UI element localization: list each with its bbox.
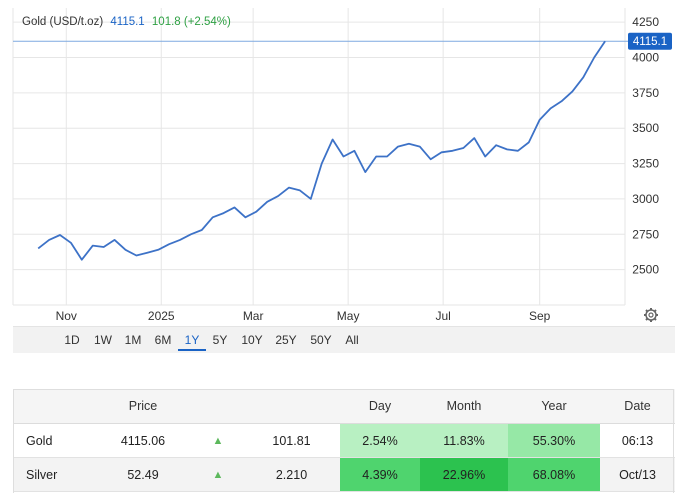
month-change-cell: 11.83% bbox=[420, 423, 508, 458]
header-change bbox=[243, 389, 340, 424]
header-arrow bbox=[193, 389, 243, 424]
range-1m-button[interactable]: 1M bbox=[124, 333, 142, 347]
commodity-name-link[interactable]: Silver bbox=[13, 457, 93, 492]
header-month: Month bbox=[420, 389, 508, 424]
quotes-table: Price Day Month Year Date Gold 4115.06 ▲… bbox=[13, 389, 675, 492]
up-arrow-icon: ▲ bbox=[193, 423, 243, 458]
range-1y-button[interactable]: 1Y bbox=[178, 329, 206, 351]
date-cell: Oct/13 bbox=[600, 457, 675, 492]
x-tick-label: Nov bbox=[56, 309, 77, 323]
y-axis: 2500 2750 3000 3250 3500 3750 4000 4250 bbox=[632, 15, 659, 277]
range-6m-button[interactable]: 6M bbox=[154, 333, 172, 347]
month-change-cell: 22.96% bbox=[420, 457, 508, 492]
range-10y-button[interactable]: 10Y bbox=[241, 333, 263, 347]
y-tick-label: 3750 bbox=[632, 86, 659, 100]
y-tick-label: 3000 bbox=[632, 192, 659, 206]
svg-text:Gold (USD/t.oz) 4115.1: Gold (USD/t.oz) 4115.1 101.8 (+2.54%) bbox=[22, 16, 231, 28]
y-tick-label: 3500 bbox=[632, 121, 659, 135]
range-25y-button[interactable]: 25Y bbox=[275, 333, 297, 347]
y-tick-label: 3250 bbox=[632, 157, 659, 171]
x-tick-label: 2025 bbox=[148, 309, 175, 323]
gold-price-line bbox=[37, 40, 606, 261]
day-change-cell: 4.39% bbox=[340, 457, 420, 492]
price-chart[interactable]: 2500 2750 3000 3250 3500 3750 4000 4250 Nov 2025… bbox=[0, 0, 687, 326]
range-selector: 1D 1W 1M 6M 1Y 5Y 10Y 25Y 50Y All bbox=[13, 326, 675, 353]
price-tag: 4115.1 bbox=[628, 32, 672, 50]
table-row[interactable]: Silver 52.49 ▲ 2.210 4.39% 22.96% 68.08%… bbox=[13, 457, 675, 492]
x-axis: Nov 2025 Mar May Jul Sep bbox=[56, 309, 551, 323]
header-name bbox=[13, 389, 93, 424]
y-tick-label: 2500 bbox=[632, 263, 659, 277]
header-date: Date bbox=[600, 389, 675, 424]
x-tick-label: Jul bbox=[435, 309, 450, 323]
range-1w-button[interactable]: 1W bbox=[94, 333, 112, 347]
y-tick-label: 4000 bbox=[632, 51, 659, 65]
range-50y-button[interactable]: 50Y bbox=[310, 333, 332, 347]
legend-price: 4115.1 bbox=[110, 16, 144, 28]
table-row[interactable]: Gold 4115.06 ▲ 101.81 2.54% 11.83% 55.30… bbox=[13, 423, 675, 458]
x-tick-label: Sep bbox=[529, 309, 551, 323]
header-year: Year bbox=[508, 389, 600, 424]
up-arrow-icon: ▲ bbox=[193, 457, 243, 492]
range-5y-button[interactable]: 5Y bbox=[212, 333, 228, 347]
legend: Gold (USD/t.oz) 4115.1 101.8 (+2.54%) bbox=[22, 16, 231, 28]
y-tick-label: 2750 bbox=[632, 227, 659, 241]
header-day: Day bbox=[340, 389, 420, 424]
legend-change: 101.8 (+2.54%) bbox=[152, 16, 231, 28]
x-tick-label: Mar bbox=[243, 309, 264, 323]
table-header-row: Price Day Month Year Date bbox=[13, 389, 675, 424]
date-cell: 06:13 bbox=[600, 423, 675, 458]
price-cell: 4115.06 bbox=[93, 423, 193, 458]
legend-symbol: Gold (USD/t.oz) bbox=[22, 16, 103, 28]
chart-grid bbox=[12, 8, 626, 306]
range-all-button[interactable]: All bbox=[345, 333, 359, 347]
commodity-name-link[interactable]: Gold bbox=[13, 423, 93, 458]
x-tick-label: May bbox=[337, 309, 360, 323]
gear-icon[interactable] bbox=[644, 308, 658, 322]
year-change-cell: 68.08% bbox=[508, 457, 600, 492]
range-1d-button[interactable]: 1D bbox=[64, 333, 80, 347]
header-price: Price bbox=[93, 389, 193, 424]
change-cell: 2.210 bbox=[243, 457, 340, 492]
change-cell: 101.81 bbox=[243, 423, 340, 458]
price-cell: 52.49 bbox=[93, 457, 193, 492]
y-tick-label: 4250 bbox=[632, 15, 659, 29]
price-tag-label: 4115.1 bbox=[633, 36, 667, 48]
day-change-cell: 2.54% bbox=[340, 423, 420, 458]
year-change-cell: 55.30% bbox=[508, 423, 600, 458]
